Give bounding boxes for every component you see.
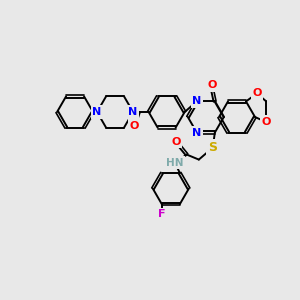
- Text: N: N: [128, 107, 138, 117]
- Text: N: N: [192, 96, 201, 106]
- Text: N: N: [192, 128, 201, 138]
- Text: O: O: [171, 136, 181, 147]
- Text: O: O: [130, 121, 139, 131]
- Text: HN: HN: [166, 158, 184, 168]
- Text: F: F: [158, 209, 166, 219]
- Text: S: S: [208, 141, 217, 154]
- Text: O: O: [207, 80, 217, 90]
- Text: O: O: [261, 117, 271, 127]
- Text: O: O: [252, 88, 262, 98]
- Text: N: N: [92, 107, 102, 117]
